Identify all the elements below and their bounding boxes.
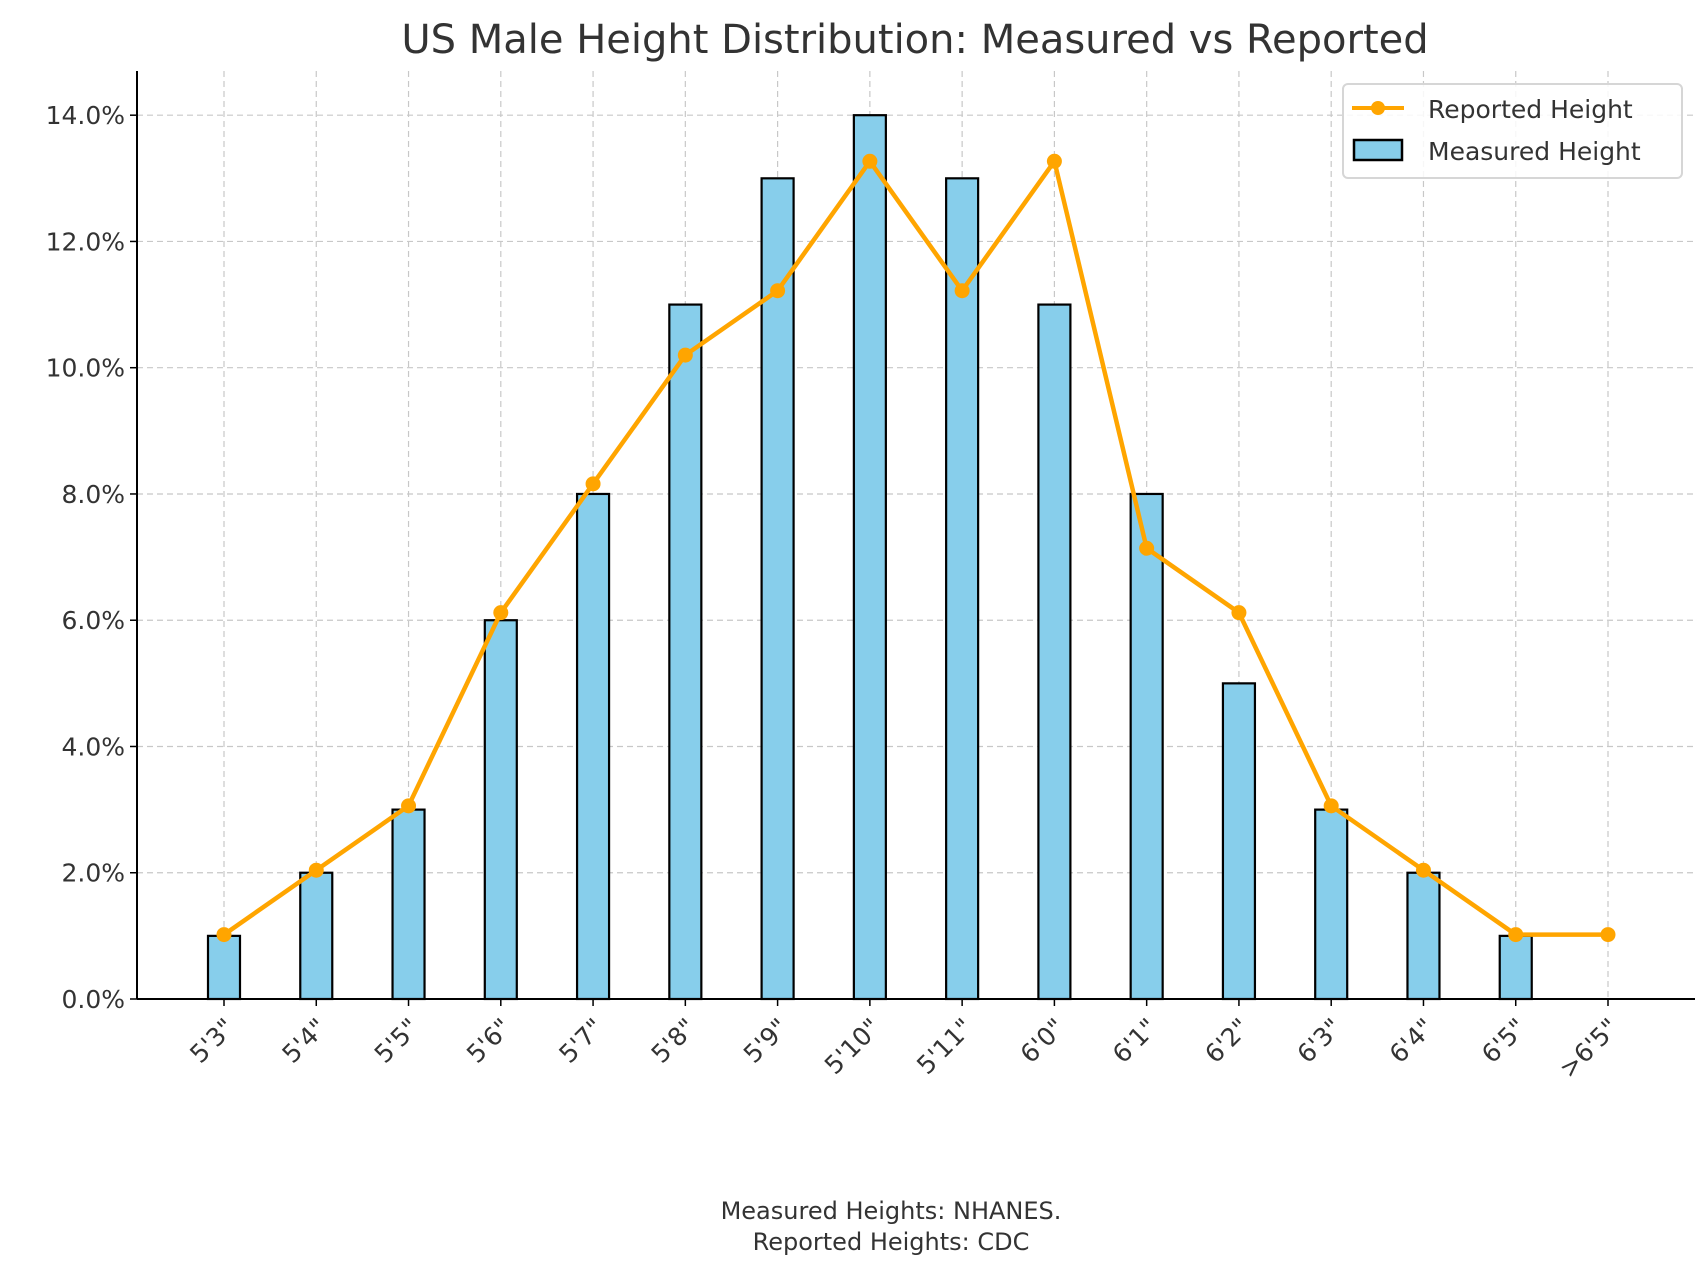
reported-point	[493, 605, 509, 621]
x-tick-label: 5'5"	[369, 1013, 425, 1069]
measured-bar	[483, 619, 518, 1001]
reported-point	[1415, 862, 1431, 878]
reported-point	[954, 283, 970, 299]
annotation-line-2: Reported Heights: CDC	[753, 1228, 1030, 1256]
measured-bar	[1498, 934, 1533, 1001]
measured-bar	[1406, 871, 1441, 1001]
chart-title: US Male Height Distribution: Measured vs…	[401, 17, 1428, 63]
x-tick-label: 6'0"	[1015, 1013, 1071, 1069]
annotation-line-1: Measured Heights: NHANES.	[721, 1197, 1062, 1225]
reported-point	[770, 283, 786, 299]
measured-bar	[668, 303, 703, 1001]
reported-point	[401, 798, 417, 814]
measured-bar	[575, 492, 611, 1001]
reported-line	[216, 153, 1616, 943]
y-tick-label: 14.0%	[46, 101, 125, 130]
measured-bar	[1037, 303, 1072, 1001]
measured-bar	[1129, 492, 1164, 1001]
x-tick-label: 6'1"	[1107, 1013, 1163, 1069]
legend: Reported Height Measured Height	[1342, 83, 1683, 179]
x-tick-label: 5'8"	[646, 1013, 702, 1069]
reported-point	[216, 927, 232, 943]
legend-bar-swatch	[1352, 138, 1404, 162]
reported-point	[1323, 798, 1339, 814]
measured-bar	[852, 114, 887, 1001]
reported-point	[1139, 540, 1155, 556]
measured-bar	[760, 177, 795, 1001]
grid	[137, 71, 1695, 1000]
reported-point	[677, 347, 693, 363]
y-tick-label: 0.0%	[61, 985, 125, 1014]
y-tick-label: 10.0%	[46, 354, 125, 383]
legend-label-reported: Reported Height	[1428, 95, 1633, 124]
reported-point	[1231, 605, 1247, 621]
reported-point	[1508, 927, 1524, 943]
x-tick-label: 5'10"	[819, 1013, 886, 1080]
measured-bar	[1314, 808, 1349, 1001]
x-tick-label: 5'9"	[738, 1013, 794, 1069]
y-tick-label: 2.0%	[61, 859, 125, 888]
bars	[206, 114, 1533, 1001]
x-tick-label: 5'7"	[553, 1013, 609, 1069]
x-tick-label: 5'3"	[184, 1013, 240, 1069]
reported-point	[1600, 927, 1616, 943]
legend-label-measured: Measured Height	[1428, 137, 1641, 166]
reported-point	[585, 476, 601, 492]
reported-point	[862, 153, 878, 169]
measured-bar	[206, 934, 242, 1001]
reported-polyline	[222, 159, 1608, 937]
measured-bar	[1221, 682, 1257, 1001]
x-tick-label: 6'5"	[1476, 1013, 1532, 1069]
x-tick-label: 6'4"	[1384, 1013, 1440, 1069]
y-tick-label: 4.0%	[61, 732, 125, 761]
x-tick-label: >6'5"	[1553, 1013, 1624, 1084]
y-tick-label: 12.0%	[46, 227, 125, 256]
measured-bar	[299, 871, 334, 1001]
y-tick-label: 6.0%	[61, 606, 125, 635]
measured-bar	[391, 808, 426, 1001]
measured-bar	[945, 177, 980, 1001]
x-tick-label: 5'4"	[277, 1013, 333, 1069]
y-tick-label: 8.0%	[61, 480, 125, 509]
reported-point	[1046, 153, 1062, 169]
reported-point	[308, 862, 324, 878]
x-tick-label: 5'6"	[461, 1013, 517, 1069]
x-tick-label: 6'2"	[1199, 1013, 1255, 1069]
x-tick-label: 6'3"	[1291, 1013, 1347, 1069]
legend-marker-swatch	[1371, 101, 1385, 115]
x-tick-label: 5'11"	[911, 1013, 978, 1080]
